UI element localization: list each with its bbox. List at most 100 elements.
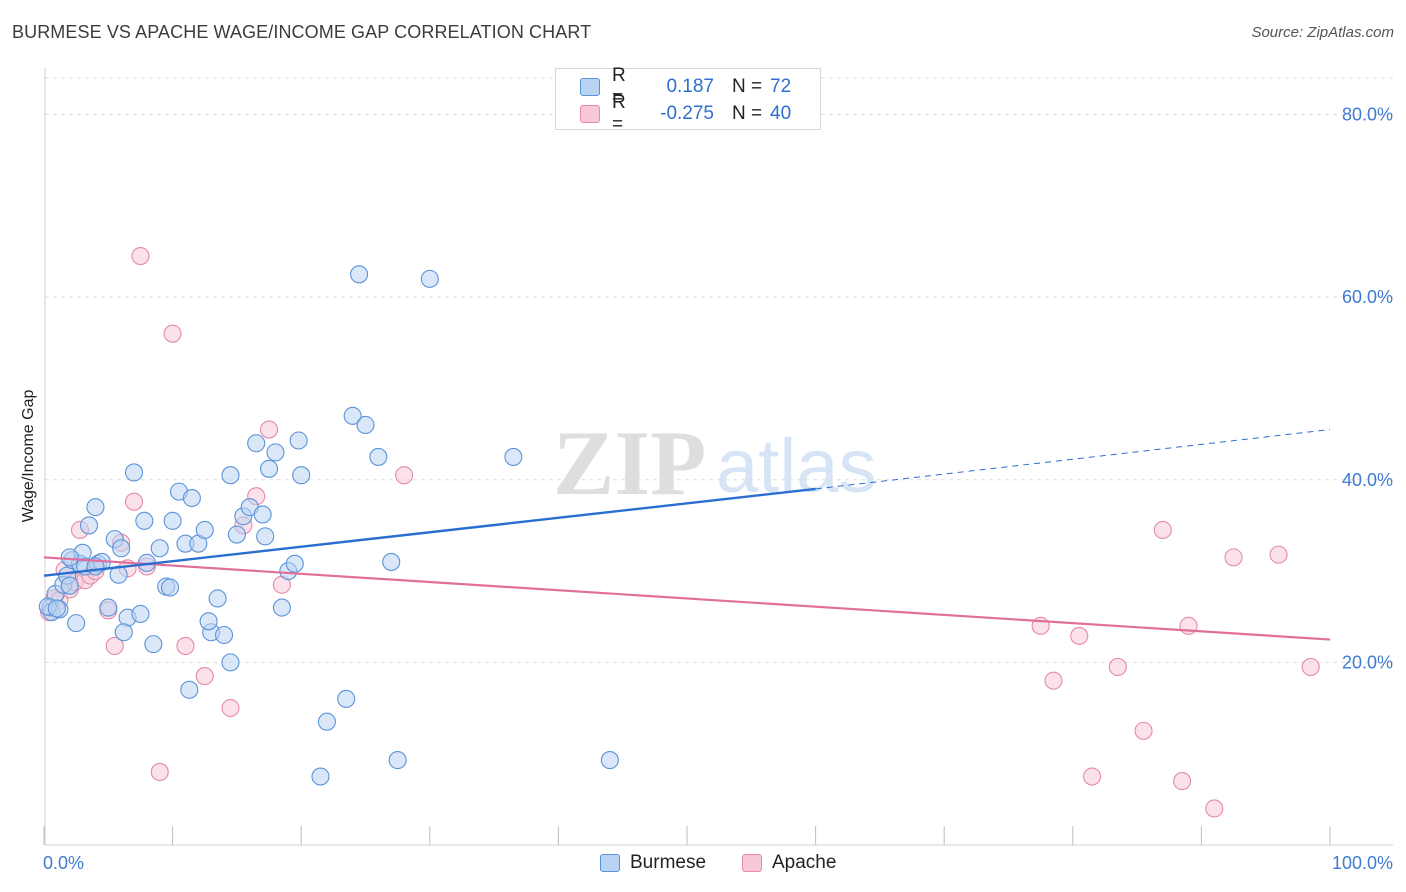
legend-row-burmese: R = 0.187 N = 72 <box>580 65 792 108</box>
x-tick-label: 100.0% <box>1332 853 1393 873</box>
burmese-points <box>38 265 619 786</box>
burmese-point <box>99 598 118 617</box>
trend-lines <box>43 429 1331 641</box>
legend-item-burmese[interactable]: Burmese <box>600 852 706 874</box>
apache-point <box>1301 657 1320 676</box>
burmese-point <box>114 623 133 642</box>
apache-point <box>1044 671 1063 690</box>
y-tick-label: 40.0% <box>1342 470 1393 490</box>
burmese-trend-line <box>43 487 816 577</box>
burmese-point <box>221 653 240 672</box>
burmese-point <box>369 447 388 466</box>
apache-swatch <box>742 854 762 872</box>
burmese-point <box>150 539 169 558</box>
y-tick-label: 20.0% <box>1342 652 1393 672</box>
legend-row-apache: R = -0.275 N = 40 <box>580 92 792 135</box>
apache-point <box>1224 548 1243 567</box>
x-tick-label: 0.0% <box>43 853 84 873</box>
apache-trend-line <box>43 556 1331 641</box>
apache-point <box>105 636 124 655</box>
burmese-point <box>350 265 369 284</box>
burmese-point <box>199 612 218 631</box>
apache-point <box>1153 520 1172 540</box>
burmese-point <box>311 767 330 786</box>
burmese-point <box>317 712 336 731</box>
watermark-zip: ZIP <box>553 412 706 514</box>
apache-point <box>124 492 144 511</box>
apache-point <box>1134 721 1153 740</box>
burmese-point <box>272 598 291 617</box>
burmese-point <box>86 498 105 517</box>
burmese-point <box>266 443 285 462</box>
burmese-point <box>60 548 79 567</box>
burmese-trend-extension <box>815 429 1331 490</box>
source-label: Source: ZipAtlas.com <box>1251 24 1394 41</box>
burmese-point <box>227 525 246 544</box>
apache-point <box>163 324 182 343</box>
burmese-point <box>343 406 362 425</box>
burmese-point <box>79 516 99 535</box>
y-tick-label: 60.0% <box>1342 287 1393 307</box>
burmese-point <box>112 539 131 558</box>
n-value: 72 <box>770 76 792 97</box>
apache-point <box>131 247 150 266</box>
burmese-point <box>289 431 308 450</box>
apache-point <box>221 698 240 718</box>
burmese-swatch <box>580 78 600 96</box>
y-tick-labels: 20.0% 40.0% 60.0% 80.0% <box>1342 105 1393 673</box>
legend-item-apache[interactable]: Apache <box>742 852 836 874</box>
apache-point <box>1269 545 1288 564</box>
apache-point <box>176 636 195 655</box>
burmese-point <box>160 578 180 597</box>
burmese-point <box>504 447 523 466</box>
legend-label-apache: Apache <box>772 852 837 873</box>
burmese-point <box>247 434 266 453</box>
burmese-point <box>256 527 275 546</box>
burmese-point <box>253 505 272 524</box>
burmese-point <box>420 269 439 288</box>
burmese-point <box>144 635 163 654</box>
burmese-point <box>337 689 356 708</box>
burmese-point <box>292 466 311 485</box>
burmese-point <box>221 466 240 485</box>
apache-point <box>1083 767 1102 786</box>
watermark: ZIP atlas <box>553 412 877 514</box>
burmese-point <box>131 604 150 624</box>
burmese-swatch <box>600 854 620 872</box>
burmese-point <box>60 576 79 595</box>
apache-point <box>150 762 169 782</box>
apache-point <box>195 667 214 686</box>
burmese-point <box>214 625 234 645</box>
y-tick-label: 80.0% <box>1342 105 1393 125</box>
burmese-point <box>135 511 154 530</box>
r-value: -0.275 <box>660 103 714 124</box>
burmese-point <box>356 415 375 435</box>
burmese-point <box>259 459 279 478</box>
burmese-point <box>124 463 144 482</box>
apache-point <box>395 466 414 485</box>
legend-label-burmese: Burmese <box>630 852 707 873</box>
r-label: R = <box>612 65 626 108</box>
burmese-point <box>47 599 66 618</box>
series-legend: Burmese Apache <box>0 852 1406 878</box>
burmese-point <box>600 751 619 770</box>
apache-point <box>1108 657 1127 676</box>
burmese-point <box>208 589 227 608</box>
apache-point <box>1070 626 1089 645</box>
burmese-point <box>180 680 199 699</box>
burmese-point <box>67 614 86 633</box>
burmese-point <box>285 554 304 573</box>
axes <box>43 68 1393 846</box>
n-label: N = <box>732 103 763 124</box>
r-label: R = <box>612 92 626 135</box>
apache-swatch <box>580 105 600 123</box>
apache-point <box>1173 772 1192 791</box>
burmese-point <box>382 552 401 571</box>
watermark-atlas: atlas <box>716 424 877 509</box>
burmese-point <box>182 488 201 508</box>
correlation-legend: R = 0.187 N = 72 R = -0.275 N = 40 <box>555 65 821 135</box>
n-value: 40 <box>770 103 792 124</box>
apache-point <box>1205 799 1224 818</box>
chart-title: BURMESE VS APACHE WAGE/INCOME GAP CORREL… <box>12 22 592 42</box>
